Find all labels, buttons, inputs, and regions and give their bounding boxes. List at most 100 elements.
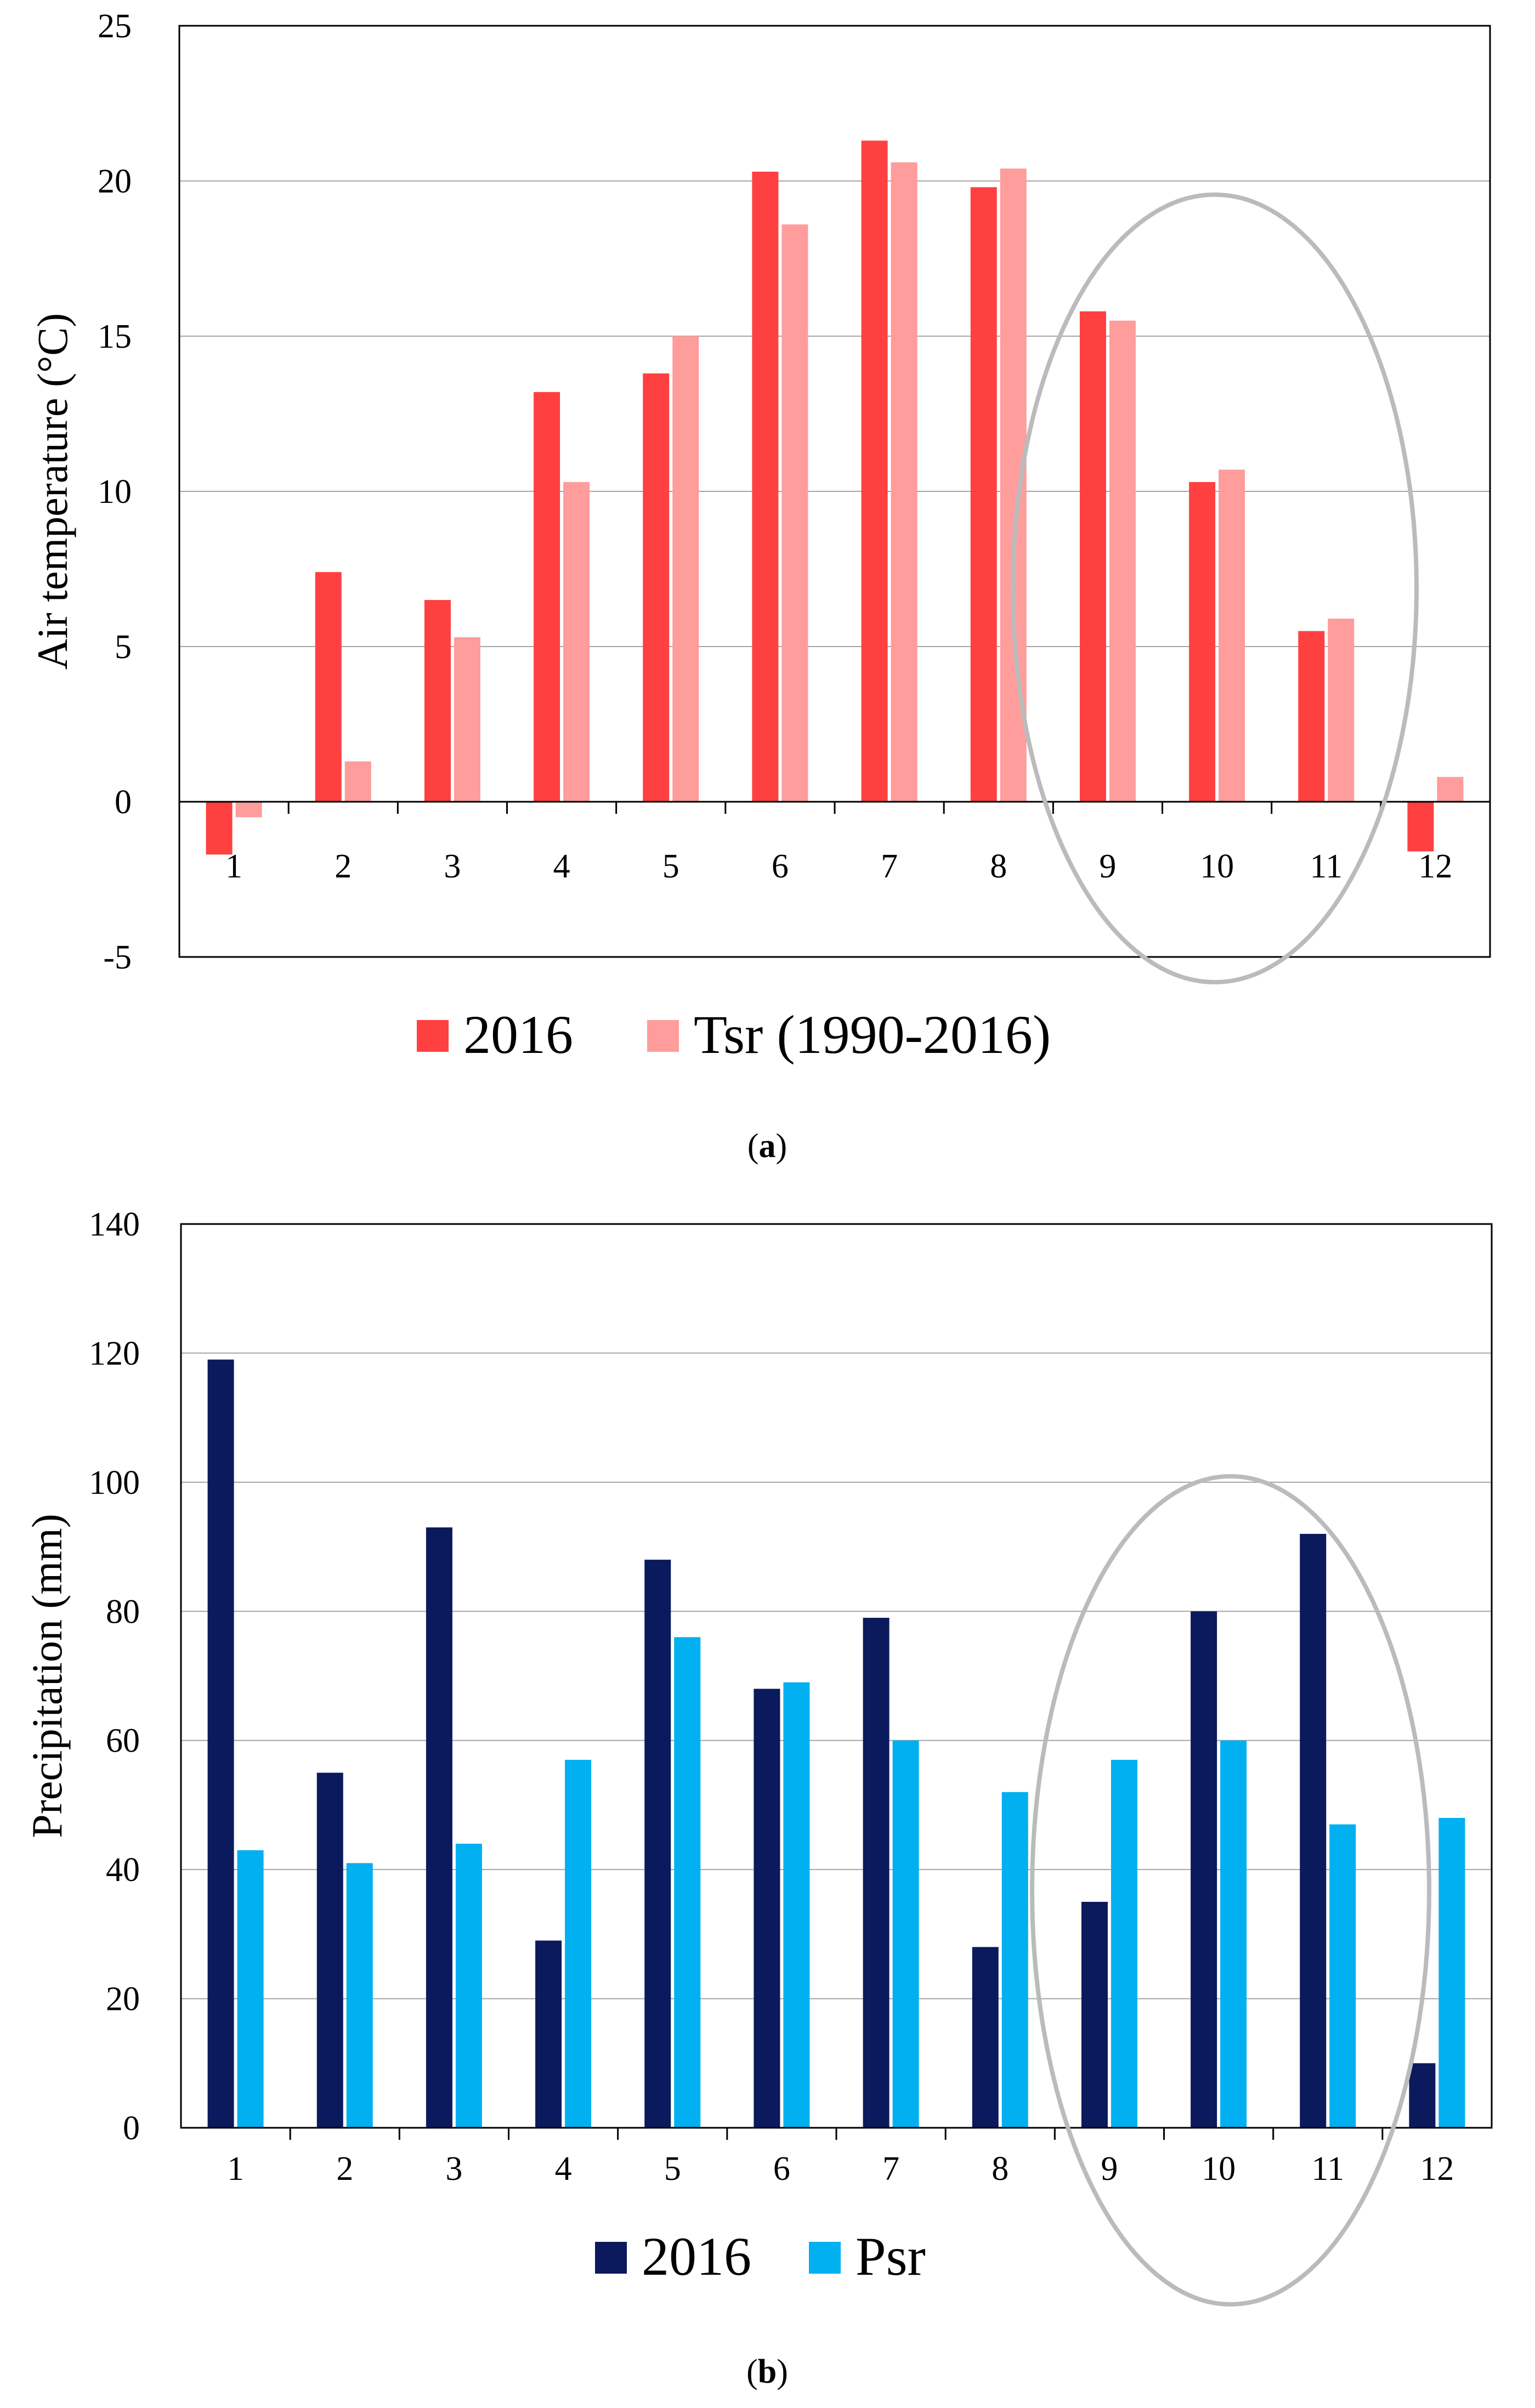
bar-a-2016-8 [970,187,997,802]
bar-a-tsr-5 [672,336,699,802]
bar-b-2016-10 [1191,1611,1217,2128]
bar-b-psr-8 [1001,1792,1028,2128]
legend-swatch-psr [809,2242,841,2274]
bar-a-2016-10 [1189,482,1216,802]
x-tick-label-a: 11 [1310,848,1343,885]
x-tick-label-a: 10 [1200,848,1234,885]
bar-b-psr-11 [1329,1824,1356,2128]
highlight-ellipse-a [1011,192,1419,984]
bar-b-psr-12 [1438,1817,1465,2128]
y-tick-labels-b: 0 20 40 60 80 100 120 140 [89,1206,140,2147]
bar-a-tsr-12 [1437,777,1464,802]
x-tick-label-b: 7 [882,2150,899,2188]
x-tick-marks-a [287,802,1382,814]
bar-b-psr-5 [674,1637,701,2128]
plot-frame-a [178,25,1491,958]
x-tick-label-a: 6 [772,848,789,885]
y-tick-label-b: 140 [89,1206,140,1243]
bar-b-2016-3 [426,1527,452,2128]
bar-b-psr-1 [237,1850,264,2128]
x-tick-label-b: 11 [1311,2150,1344,2188]
x-tick-label-b: 6 [773,2150,790,2188]
y-tick-label-a: 20 [98,163,132,200]
x-tick-label-b: 1 [227,2150,244,2188]
bar-a-tsr-9 [1109,320,1136,802]
legend-a: 2016 Tsr (1990-2016) [417,1004,1051,1065]
legend-label-psr: Psr [856,2226,926,2287]
bar-b-2016-1 [207,1359,234,2128]
x-tick-label-b: 4 [555,2150,572,2188]
bar-b-2016-9 [1081,1902,1108,2128]
caption-b: (b) [746,2353,788,2390]
y-tick-label-b: 60 [106,1723,140,1760]
x-tick-labels-b: 1 2 3 4 5 6 7 8 9 10 11 12 [227,2150,1454,2188]
bar-b-2016-8 [972,1947,999,2128]
y-tick-label-b: 80 [106,1593,140,1630]
x-tick-label-a: 8 [990,848,1007,885]
bar-a-2016-5 [643,373,670,802]
gridlines-a [179,180,1490,647]
y-axis-label-b: Precipitation (mm) [23,1514,71,1838]
bar-b-psr-2 [346,1863,373,2128]
bar-a-tsr-11 [1328,619,1355,802]
bar-b-psr-7 [892,1740,919,2128]
x-tick-label-b: 3 [445,2150,462,2188]
bar-a-2016-11 [1298,631,1325,802]
caption-a: (a) [747,1127,787,1165]
legend-swatch-tsr [647,1020,679,1052]
x-tick-label-a: 2 [335,848,352,885]
y-tick-label-a: 25 [98,8,132,45]
x-tick-label-a: 4 [553,848,570,885]
bar-a-tsr-2 [344,761,371,802]
gridlines-b [181,1352,1492,1999]
bars-b [207,1359,1465,2128]
x-tick-label-b: 5 [664,2150,681,2188]
x-tick-label-b: 2 [336,2150,353,2188]
bar-b-2016-12 [1409,2063,1436,2128]
bar-b-psr-9 [1111,1760,1137,2128]
legend-b: 2016 Psr [595,2226,926,2287]
legend-label-2016-b: 2016 [642,2226,751,2287]
x-tick-label-b: 8 [992,2150,1009,2188]
bar-a-tsr-6 [781,224,808,802]
y-tick-label-b: 40 [106,1851,140,1889]
x-tick-label-b: 10 [1202,2150,1236,2188]
y-tick-label-a: -5 [103,939,132,976]
x-tick-label-a: 9 [1099,848,1116,885]
bar-a-tsr-7 [891,162,917,802]
bar-a-tsr-4 [563,482,590,802]
x-tick-label-b: 12 [1420,2150,1454,2188]
bar-b-psr-10 [1220,1740,1247,2128]
legend-label-tsr: Tsr (1990-2016) [694,1004,1051,1065]
y-tick-label-b: 0 [123,2110,140,2147]
y-tick-label-a: 15 [98,318,132,355]
y-tick-label-a: 5 [115,628,132,666]
x-tick-label-a: 12 [1418,848,1452,885]
y-axis-label-a: Air temperature (°C) [29,313,76,670]
bar-b-2016-7 [863,1618,890,2128]
bar-b-2016-11 [1300,1534,1327,2128]
bar-a-2016-3 [424,600,451,802]
plot-frame-b [180,1223,1493,2129]
bar-a-tsr-1 [235,802,262,818]
bar-b-psr-3 [455,1844,482,2128]
x-tick-label-a: 5 [662,848,679,885]
y-tick-label-b: 100 [89,1464,140,1502]
bar-b-psr-4 [565,1760,592,2128]
y-tick-label-a: 0 [115,784,132,821]
bar-a-2016-4 [534,392,560,802]
bar-a-tsr-3 [454,637,480,802]
y-tick-labels-a: -5 0 5 10 15 20 25 [98,8,132,976]
bar-a-2016-7 [861,140,888,802]
x-tick-label-a: 1 [225,848,242,885]
y-tick-label-a: 10 [98,473,132,511]
bar-b-2016-4 [535,1940,562,2128]
x-tick-labels-a: 1 2 3 4 5 6 7 8 9 10 11 12 [225,848,1452,885]
bar-a-2016-2 [315,572,342,802]
bars-a [206,140,1464,855]
bar-a-2016-9 [1079,311,1106,802]
y-tick-label-b: 20 [106,1981,140,2018]
